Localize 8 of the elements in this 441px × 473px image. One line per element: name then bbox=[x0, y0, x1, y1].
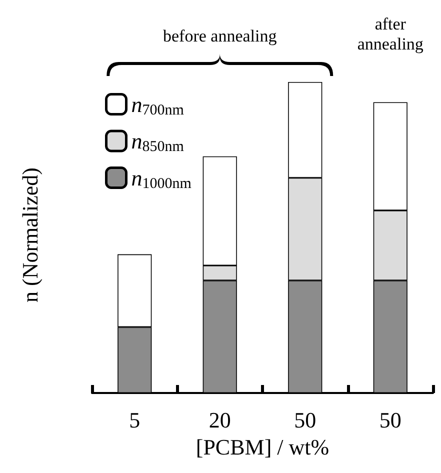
x-tick-label: 20 bbox=[208, 408, 231, 432]
text: after annealing bbox=[357, 14, 424, 54]
text: before annealing bbox=[163, 26, 278, 46]
x-axis-title: [PCBM] / wt% bbox=[196, 434, 330, 460]
y-axis-title: n (Normalized) bbox=[18, 168, 42, 302]
x-tick-label: 5 bbox=[129, 408, 140, 432]
x-tick-label: 50 bbox=[294, 408, 316, 432]
x-tick-label: 50 bbox=[379, 408, 402, 432]
